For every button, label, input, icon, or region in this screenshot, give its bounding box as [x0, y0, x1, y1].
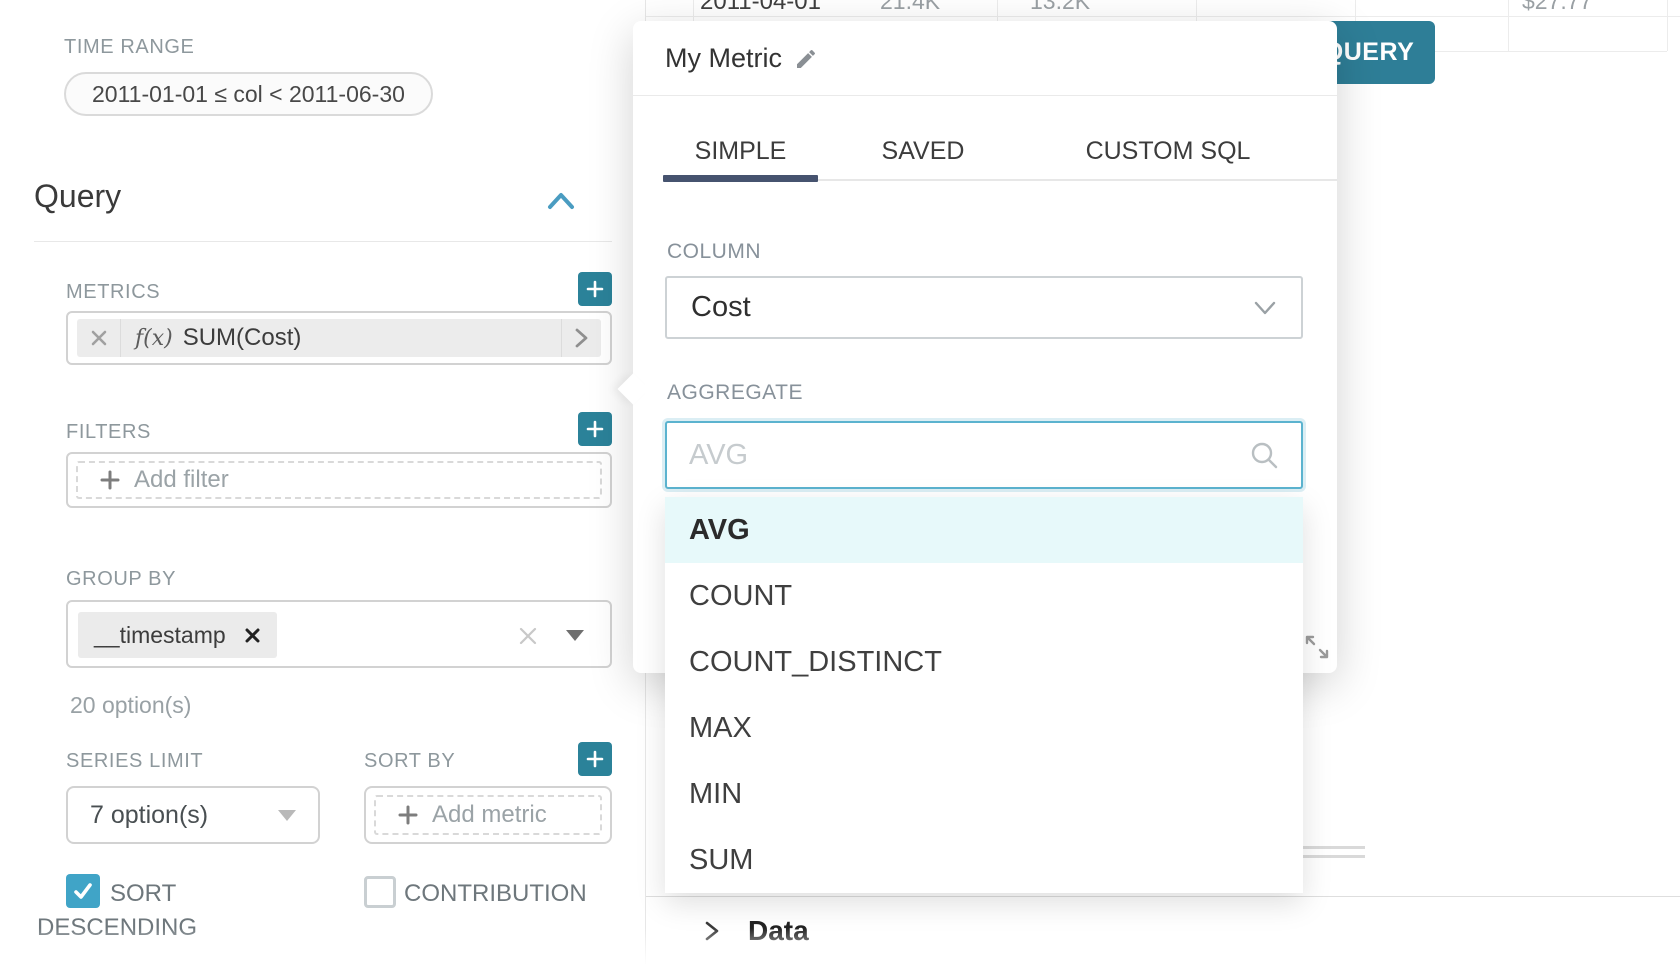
bg-gridline	[1667, 0, 1668, 51]
add-filter-text: Add filter	[134, 466, 229, 493]
sort-descending-label-line2: DESCENDING	[37, 914, 198, 941]
plus-icon	[586, 420, 604, 438]
aggregate-input[interactable]: AVG	[665, 421, 1303, 489]
tab-baseline	[663, 179, 1337, 181]
search-icon	[1251, 442, 1278, 469]
aggregate-option-min[interactable]: MIN	[665, 761, 1303, 827]
aggregate-placeholder: AVG	[689, 438, 749, 471]
series-limit-label: SERIES LIMIT	[66, 750, 204, 772]
bg-gridline	[1196, 0, 1197, 21]
aggregate-option-avg[interactable]: AVG	[665, 497, 1303, 563]
chevron-right-icon	[705, 921, 719, 940]
bg-row-line	[1340, 51, 1667, 52]
tab-custom-sql[interactable]: CUSTOM SQL	[1085, 136, 1251, 165]
bg-table-cell-date: 2011-04-01	[700, 0, 821, 15]
metrics-label: METRICS	[66, 281, 161, 303]
group-by-options-hint: 20 option(s)	[70, 692, 192, 718]
function-icon: f(x)	[135, 325, 173, 351]
popover-header-divider	[633, 95, 1337, 96]
section-divider	[34, 241, 612, 242]
chevron-down-icon	[1254, 301, 1276, 314]
remove-tag-icon[interactable]	[244, 627, 261, 644]
data-panel-title: Data	[748, 914, 809, 946]
bg-gridline	[693, 0, 694, 21]
panel-resize-grip[interactable]	[1300, 846, 1365, 864]
bg-row-line	[646, 16, 1680, 17]
select-caret-icon	[278, 809, 296, 821]
series-limit-select[interactable]: 7 option(s)	[66, 786, 320, 844]
time-range-label: TIME RANGE	[64, 36, 195, 58]
group-by-label: GROUP BY	[66, 568, 177, 590]
add-filter-button[interactable]: Add filter	[76, 461, 602, 499]
metric-name: SUM(Cost)	[182, 324, 302, 351]
plus-icon	[100, 470, 120, 490]
bg-table-cell-col4: $27.77	[1522, 0, 1593, 14]
add-metric-plus-button[interactable]	[578, 272, 612, 306]
contribution-label: CONTRIBUTION	[404, 880, 587, 907]
metric-expand-chevron-icon[interactable]	[561, 319, 601, 357]
add-sort-metric-text: Add metric	[432, 801, 547, 828]
control-panel: TIME RANGE 2011-01-01 ≤ col < 2011-06-30…	[0, 0, 646, 964]
tab-simple[interactable]: SIMPLE	[694, 136, 787, 165]
edit-pencil-icon[interactable]	[794, 47, 818, 71]
clear-select-icon[interactable]	[518, 626, 538, 646]
time-range-pill[interactable]: 2011-01-01 ≤ col < 2011-06-30	[64, 72, 433, 116]
popover-resize-icon[interactable]	[1303, 633, 1331, 661]
filters-label: FILTERS	[66, 421, 151, 443]
sort-descending-label-line1: SORT	[110, 880, 177, 907]
select-caret-icon[interactable]	[566, 630, 584, 641]
column-select[interactable]: Cost	[665, 276, 1303, 339]
aggregate-option-count-distinct[interactable]: COUNT_DISTINCT	[665, 629, 1303, 695]
active-tab-indicator	[663, 175, 818, 182]
add-sort-metric-plus-button[interactable]	[578, 742, 612, 776]
sort-by-label: SORT BY	[364, 750, 456, 772]
bg-table-cell-col3: 13.2K	[1030, 0, 1091, 14]
add-sort-metric-button[interactable]: Add metric	[374, 795, 602, 835]
series-limit-value: 7 option(s)	[90, 800, 209, 829]
popover-tabs: SIMPLE SAVED CUSTOM SQL	[663, 126, 1308, 176]
contribution-checkbox[interactable]	[364, 876, 396, 908]
remove-metric-icon[interactable]	[77, 319, 121, 357]
sort-by-control-box: Add metric	[364, 786, 612, 844]
bg-table-cell-col2: 21.4K	[880, 0, 941, 14]
metric-pill[interactable]: f(x) SUM(Cost)	[77, 319, 601, 357]
add-filter-plus-button[interactable]	[578, 412, 612, 446]
tab-saved[interactable]: SAVED	[881, 136, 965, 165]
group-by-tag-text: __timestamp	[94, 621, 226, 648]
popover-title: My Metric	[665, 43, 782, 73]
aggregate-options-list: AVG COUNT COUNT_DISTINCT MAX MIN SUM	[665, 497, 1303, 893]
data-panel-header[interactable]: Data	[646, 897, 1680, 964]
data-panel-top-border	[646, 896, 1680, 897]
column-select-value: Cost	[691, 291, 751, 323]
group-by-tag: __timestamp	[78, 612, 277, 658]
group-by-select[interactable]: __timestamp	[66, 600, 612, 668]
sort-descending-checkbox[interactable]	[66, 874, 100, 908]
bg-gridline	[1508, 0, 1509, 51]
aggregate-option-max[interactable]: MAX	[665, 695, 1303, 761]
aggregate-label: AGGREGATE	[667, 381, 803, 404]
plus-icon	[398, 805, 418, 825]
collapse-chevron-up-icon[interactable]	[546, 190, 576, 212]
check-icon	[74, 883, 92, 899]
aggregate-option-sum[interactable]: SUM	[665, 827, 1303, 893]
metrics-control-box: f(x) SUM(Cost)	[66, 311, 612, 365]
column-label: COLUMN	[667, 240, 762, 263]
plus-icon	[586, 280, 604, 298]
query-section-title: Query	[34, 178, 122, 214]
filters-control-box: Add filter	[66, 452, 612, 508]
aggregate-option-count[interactable]: COUNT	[665, 563, 1303, 629]
plus-icon	[586, 750, 604, 768]
bg-gridline	[997, 0, 998, 21]
